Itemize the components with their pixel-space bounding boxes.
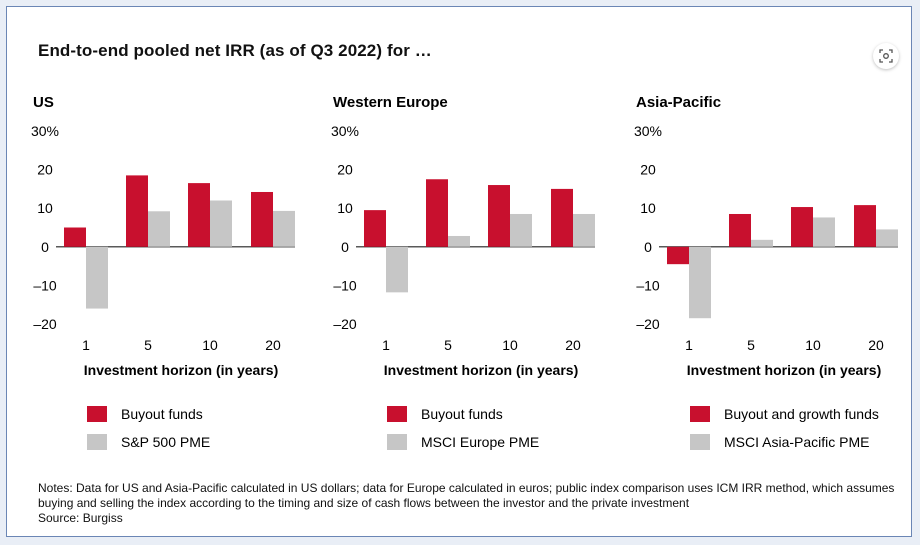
notes-text: Notes: Data for US and Asia-Pacific calc… (38, 481, 895, 510)
bar-primary (791, 207, 813, 247)
legend-label: MSCI Europe PME (421, 434, 539, 450)
x-axis-label: Investment horizon (in years) (384, 362, 578, 378)
y-tick-label: 20 (640, 162, 656, 178)
lens-search-icon[interactable] (873, 43, 899, 69)
x-tick-label: 10 (502, 337, 518, 353)
panel-title: Asia-Pacific (636, 94, 721, 111)
bar-primary (188, 183, 210, 247)
bar-secondary (573, 213, 595, 247)
legend-swatch (387, 434, 407, 450)
x-tick-label: 20 (265, 337, 281, 353)
y-tick-label: –20 (333, 316, 357, 332)
legend-label: Buyout funds (121, 406, 203, 422)
legend-label: Buyout and growth funds (724, 406, 879, 422)
x-tick-label: 1 (82, 337, 90, 353)
bar-secondary (448, 235, 470, 247)
y-tick-label: 30% (331, 123, 359, 139)
x-tick-label: 5 (747, 337, 755, 353)
y-tick-label: 0 (341, 239, 349, 255)
bar-secondary (386, 246, 408, 293)
bar-secondary (689, 246, 711, 319)
bar-primary (488, 185, 510, 247)
y-tick-label: –20 (33, 316, 57, 332)
bar-secondary (86, 246, 108, 309)
y-tick-label: –10 (333, 277, 357, 293)
source-text: Source: Burgiss (38, 511, 123, 525)
bar-primary (854, 205, 876, 247)
x-axis-label: Investment horizon (in years) (687, 362, 881, 378)
legend-swatch (690, 434, 710, 450)
x-tick-label: 5 (444, 337, 452, 353)
y-tick-label: 10 (337, 200, 353, 216)
bar-primary (364, 210, 386, 247)
bar-primary (729, 213, 751, 247)
y-tick-label: 30% (31, 123, 59, 139)
x-tick-label: 10 (805, 337, 821, 353)
y-tick-label: 10 (37, 200, 53, 216)
bar-primary (251, 191, 273, 247)
x-axis-label: Investment horizon (in years) (84, 362, 278, 378)
y-tick-label: 20 (37, 162, 53, 178)
bar-secondary (876, 229, 898, 247)
y-tick-label: 0 (41, 239, 49, 255)
bar-secondary (210, 200, 232, 247)
x-tick-label: 1 (685, 337, 693, 353)
x-tick-label: 20 (565, 337, 581, 353)
bar-secondary (510, 213, 532, 247)
lens-search-glyph (879, 49, 893, 63)
bar-primary (126, 175, 148, 247)
bar-secondary (273, 210, 295, 247)
y-tick-label: 20 (337, 162, 353, 178)
bar-secondary (751, 239, 773, 247)
panel-title: US (33, 94, 54, 111)
y-tick-label: –20 (636, 316, 660, 332)
legend-swatch (690, 406, 710, 422)
panel-title: Western Europe (333, 94, 448, 111)
bar-primary (426, 179, 448, 247)
legend-swatch (387, 406, 407, 422)
bar-secondary (813, 217, 835, 247)
x-tick-label: 5 (144, 337, 152, 353)
legend-label: Buyout funds (421, 406, 503, 422)
x-tick-label: 20 (868, 337, 884, 353)
bar-secondary (148, 211, 170, 247)
bar-primary (64, 227, 86, 247)
legend-label: MSCI Asia-Pacific PME (724, 434, 869, 450)
y-tick-label: –10 (636, 277, 660, 293)
legend-swatch (87, 434, 107, 450)
y-tick-label: –10 (33, 277, 57, 293)
y-tick-label: 30% (634, 123, 662, 139)
x-tick-label: 1 (382, 337, 390, 353)
exhibit-frame: End-to-end pooled net IRR (as of Q3 2022… (6, 6, 912, 537)
x-tick-label: 10 (202, 337, 218, 353)
bar-primary (551, 188, 573, 247)
y-tick-label: 0 (644, 239, 652, 255)
notes: Notes: Data for US and Asia-Pacific calc… (38, 481, 903, 526)
bar-primary (667, 246, 689, 265)
legend-swatch (87, 406, 107, 422)
y-tick-label: 10 (640, 200, 656, 216)
legend-label: S&P 500 PME (121, 434, 210, 450)
exhibit-title: End-to-end pooled net IRR (as of Q3 2022… (38, 41, 432, 60)
